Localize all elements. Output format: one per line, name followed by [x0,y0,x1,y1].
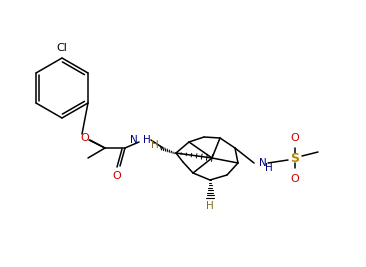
Text: H: H [265,163,273,173]
Text: O: O [81,133,89,143]
Text: H: H [143,135,151,145]
Text: S: S [291,151,299,164]
Text: H: H [206,201,214,211]
Text: N: N [259,158,267,168]
Text: O: O [113,171,122,181]
Text: N: N [130,135,138,145]
Text: O: O [291,133,299,143]
Text: H: H [151,140,159,150]
Text: O: O [291,174,299,184]
Text: Cl: Cl [57,43,67,53]
